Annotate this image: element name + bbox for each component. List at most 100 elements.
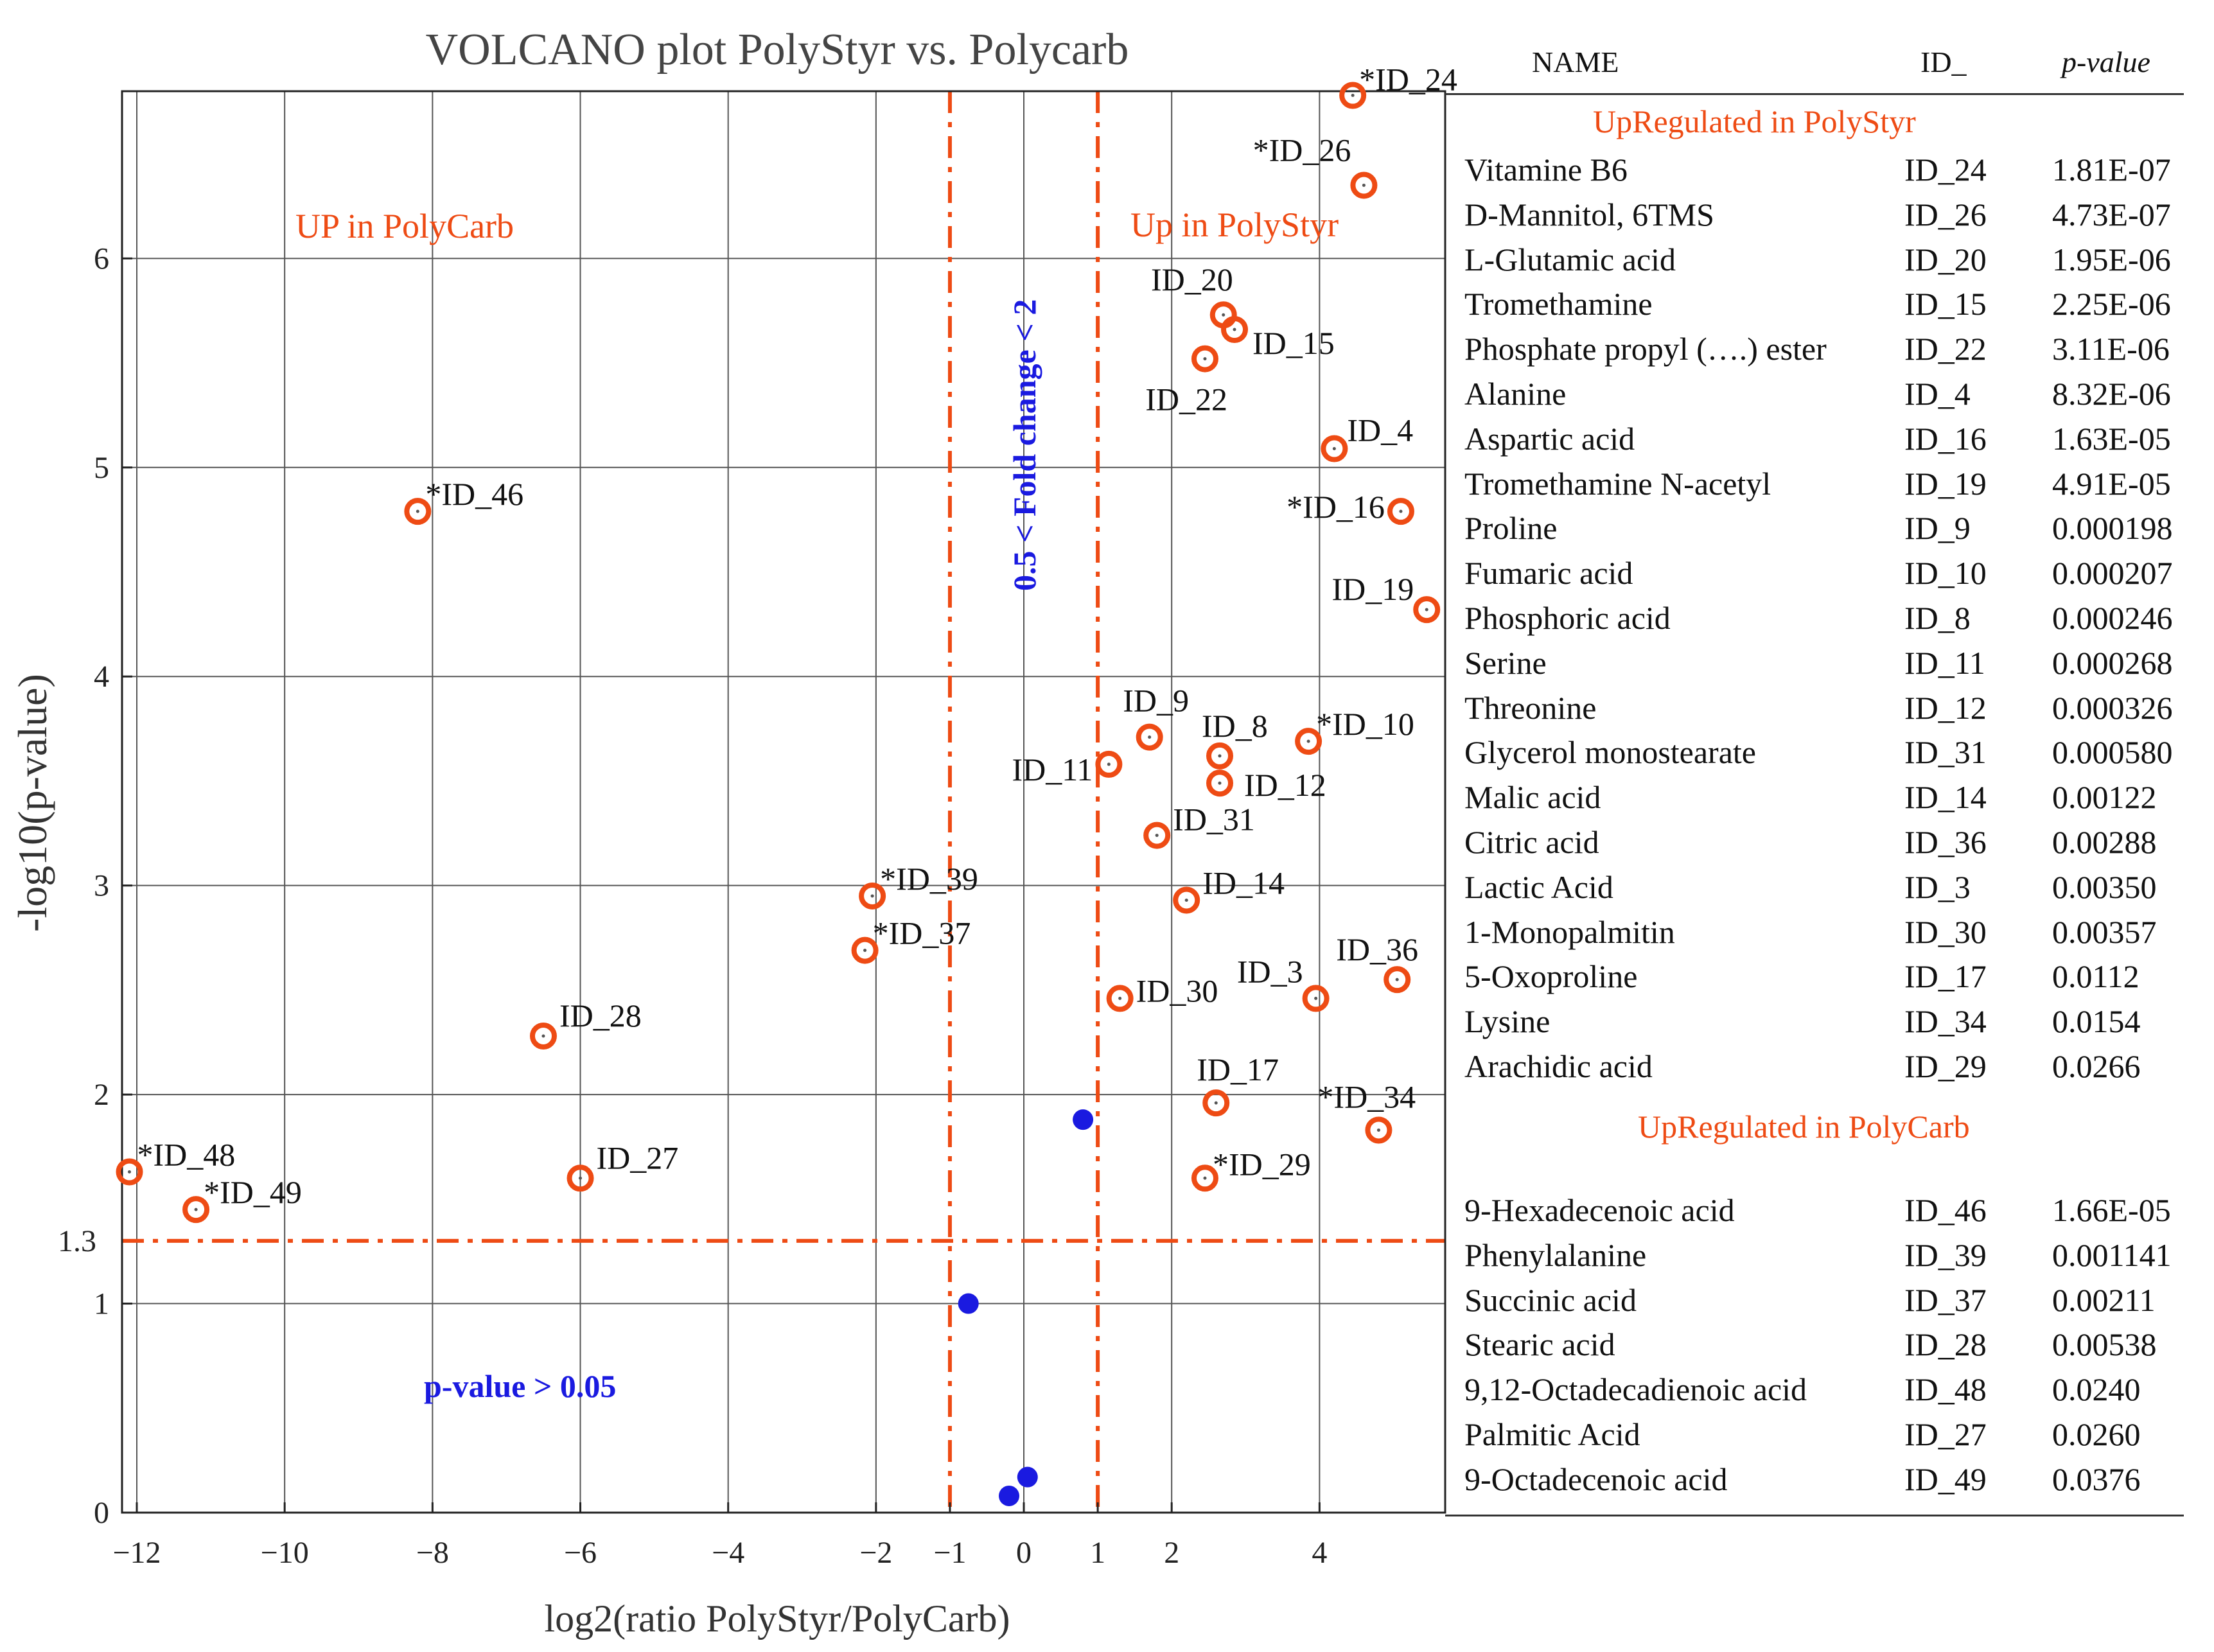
threshold-lines xyxy=(122,91,1445,1513)
significant-point-center xyxy=(1376,1128,1380,1132)
significant-point xyxy=(1350,171,1378,199)
row-name: D-Mannitol, 6TMS xyxy=(1464,196,1714,233)
x-tick-label: 4 xyxy=(1312,1536,1327,1570)
row-id: ID_36 xyxy=(1904,824,1987,860)
row-name: Citric acid xyxy=(1464,824,1599,860)
row-id: ID_16 xyxy=(1904,420,1987,457)
significant-point-center xyxy=(1395,978,1399,981)
y-threshold-label: 1.3 xyxy=(58,1224,96,1258)
significant-point xyxy=(529,1022,557,1050)
row-pvalue: 0.0376 xyxy=(2052,1461,2141,1497)
significant-point xyxy=(404,498,432,525)
table-row: Succinic acid ID_37 0.00211 xyxy=(1464,1281,2210,1326)
significant-point-center xyxy=(416,509,419,513)
significant-point xyxy=(1206,742,1233,769)
significant-point xyxy=(1136,723,1163,751)
table-row: Phenylalanine ID_39 0.001141 xyxy=(1464,1236,2210,1281)
row-name: Fumaric acid xyxy=(1464,555,1633,592)
table-row: Lysine ID_34 0.0154 xyxy=(1464,1003,2210,1048)
significant-point xyxy=(1221,316,1249,344)
row-name: Phenylalanine xyxy=(1464,1236,1647,1273)
row-name: Aspartic acid xyxy=(1464,420,1635,457)
point-label: ID_36 xyxy=(1336,931,1418,967)
x-tick-label: −2 xyxy=(859,1536,892,1570)
nonsignificant-point xyxy=(1017,1466,1038,1488)
significant-point-center xyxy=(1399,509,1403,513)
table-row: Threonine ID_12 0.000326 xyxy=(1464,689,2210,734)
y-tick-label: 0 xyxy=(94,1496,109,1530)
row-id: ID_10 xyxy=(1904,555,1987,592)
foldchange-annotation: 0.5 < Fold change < 2 xyxy=(1006,299,1042,591)
row-name: Serine xyxy=(1464,644,1547,681)
table-row: 1-Monopalmitin ID_30 0.00357 xyxy=(1464,913,2210,958)
significant-point-center xyxy=(1118,996,1122,1000)
table-bottom-rule xyxy=(1445,1515,2184,1516)
row-name: Threonine xyxy=(1464,689,1597,726)
significant-point-center xyxy=(128,1170,132,1174)
point-label: *ID_29 xyxy=(1213,1146,1311,1182)
row-name: Phosphoric acid xyxy=(1464,600,1671,636)
data-points xyxy=(116,82,1441,1506)
x-tick-label: −1 xyxy=(933,1536,966,1570)
row-id: ID_48 xyxy=(1904,1371,1987,1408)
x-tick-label: 0 xyxy=(1016,1536,1032,1570)
table-row: Palmitic Acid ID_27 0.0260 xyxy=(1464,1416,2210,1461)
x-tick-label: −12 xyxy=(112,1536,161,1570)
table-row: Phosphoric acid ID_8 0.000246 xyxy=(1464,599,2210,644)
point-label: ID_31 xyxy=(1173,802,1255,838)
significant-point-center xyxy=(194,1208,198,1211)
row-id: ID_31 xyxy=(1904,734,1987,771)
significant-point xyxy=(1295,728,1322,755)
table-row: Arachidic acid ID_29 0.0266 xyxy=(1464,1048,2210,1093)
significant-point-center xyxy=(1155,834,1159,838)
table-row: Phosphate propyl (….) ester ID_22 3.11E-06 xyxy=(1464,330,2210,375)
row-name: 1-Monopalmitin xyxy=(1464,913,1675,950)
row-pvalue: 8.32E-06 xyxy=(2052,376,2171,412)
row-id: ID_14 xyxy=(1904,779,1987,816)
significant-point-center xyxy=(579,1176,583,1180)
significant-point-center xyxy=(1233,328,1236,331)
point-label: ID_20 xyxy=(1151,261,1233,297)
significant-point xyxy=(1095,750,1123,778)
significant-point-center xyxy=(1351,94,1355,98)
point-label: ID_28 xyxy=(559,997,642,1033)
row-name: 9-Octadecenoic acid xyxy=(1464,1461,1728,1497)
table-row: Tromethamine ID_15 2.25E-06 xyxy=(1464,285,2210,330)
significant-point-center xyxy=(1148,735,1152,739)
significant-point xyxy=(1191,345,1218,373)
row-pvalue: 0.00357 xyxy=(2052,913,2157,950)
point-label: *ID_37 xyxy=(873,915,971,951)
row-name: Phosphate propyl (….) ester xyxy=(1464,331,1827,367)
row-id: ID_22 xyxy=(1904,331,1987,367)
point-label: *ID_24 xyxy=(1359,62,1457,98)
significant-point-center xyxy=(870,894,874,898)
y-tick-label: 2 xyxy=(94,1078,109,1112)
significant-point xyxy=(1143,822,1171,849)
metabolite-table: NAME ID_ p-value UpRegulated in PolyStyr… xyxy=(1445,39,2214,1516)
x-tick-label: −8 xyxy=(416,1536,449,1570)
point-label: ID_8 xyxy=(1202,708,1268,744)
table-header-id: ID_ xyxy=(1920,46,1967,78)
significant-point xyxy=(1106,985,1134,1012)
row-id: ID_28 xyxy=(1904,1326,1987,1363)
point-labels: *ID_24*ID_26 ID_20 ID_15 ID_22 ID_4 *ID_16 ID_… xyxy=(137,62,1457,1211)
point-label: ID_17 xyxy=(1197,1051,1279,1087)
point-label: ID_15 xyxy=(1252,325,1335,361)
row-id: ID_4 xyxy=(1904,376,1971,412)
table-row: 5-Oxoproline ID_17 0.0112 xyxy=(1464,958,2210,1003)
row-name: Stearic acid xyxy=(1464,1326,1615,1363)
table-row: 9,12-Octadecadienoic acid ID_48 0.0240 xyxy=(1464,1371,2210,1416)
significant-point-center xyxy=(1314,996,1318,1000)
x-tick-label: 1 xyxy=(1090,1536,1105,1570)
plot-frame xyxy=(121,90,1446,1514)
row-name: Vitamine B6 xyxy=(1464,152,1628,188)
table-row: Tromethamine N-acetyl ID_19 4.91E-05 xyxy=(1464,465,2210,510)
significant-point xyxy=(1413,596,1441,624)
y-tick-label: 1 xyxy=(94,1287,109,1321)
row-pvalue: 0.000207 xyxy=(2052,555,2173,592)
row-name: Malic acid xyxy=(1464,779,1601,816)
table-row: D-Mannitol, 6TMS ID_26 4.73E-07 xyxy=(1464,196,2210,241)
significant-point xyxy=(1339,82,1367,109)
